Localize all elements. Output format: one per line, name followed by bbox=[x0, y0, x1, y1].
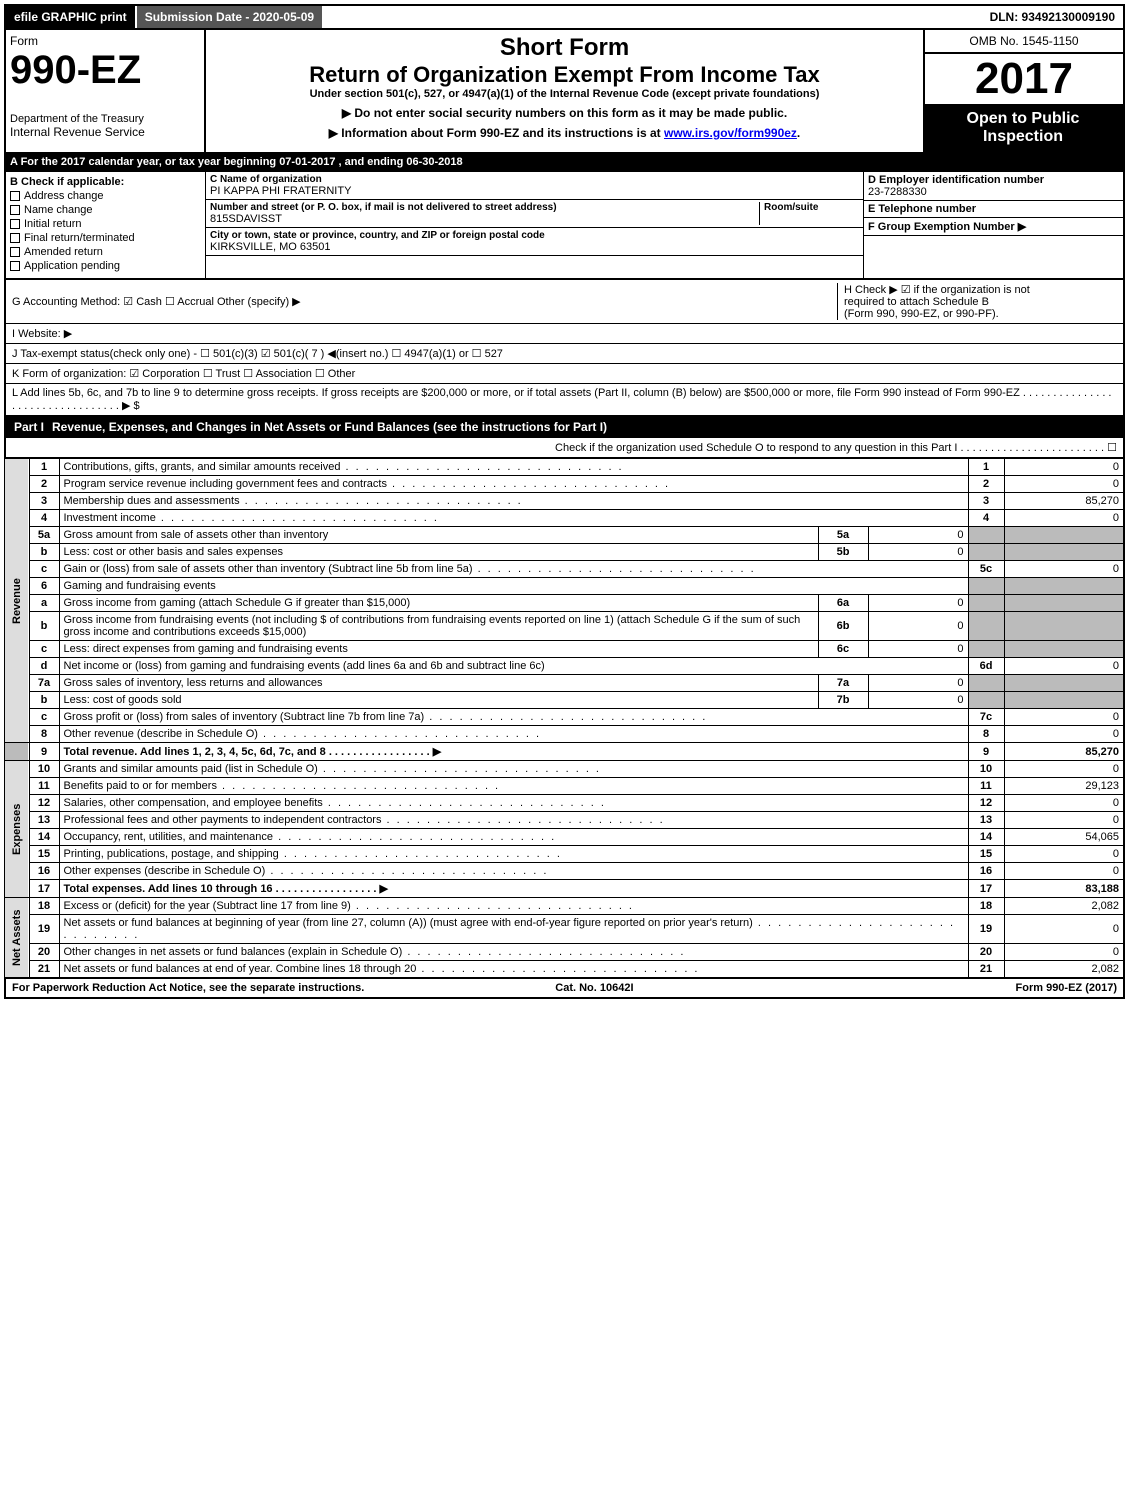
table-row: 7aGross sales of inventory, less returns… bbox=[5, 675, 1124, 692]
table-row: 5aGross amount from sale of assets other… bbox=[5, 527, 1124, 544]
table-row: 4Investment income40 bbox=[5, 510, 1124, 527]
street-address: 815SDAVISST bbox=[210, 213, 759, 225]
table-row: 15Printing, publications, postage, and s… bbox=[5, 846, 1124, 863]
section-c: C Name of organization PI KAPPA PHI FRAT… bbox=[206, 172, 863, 278]
chk-amended-return[interactable]: Amended return bbox=[10, 246, 201, 258]
table-row: 3Membership dues and assessments385,270 bbox=[5, 493, 1124, 510]
part-1-table: Revenue 1 Contributions, gifts, grants, … bbox=[4, 458, 1125, 978]
short-form-title: Short Form bbox=[214, 34, 915, 62]
city-label: City or town, state or province, country… bbox=[210, 230, 859, 241]
table-row: bLess: cost or other basis and sales exp… bbox=[5, 544, 1124, 561]
part-1-header: Part I Revenue, Expenses, and Changes in… bbox=[4, 416, 1125, 438]
table-row: 14Occupancy, rent, utilities, and mainte… bbox=[5, 829, 1124, 846]
table-row: cGross profit or (loss) from sales of in… bbox=[5, 709, 1124, 726]
section-j-tax-exempt: J Tax-exempt status(check only one) - ☐ … bbox=[4, 344, 1125, 364]
table-row: aGross income from gaming (attach Schedu… bbox=[5, 595, 1124, 612]
part-1-check: Check if the organization used Schedule … bbox=[4, 438, 1125, 458]
table-row: 20Other changes in net assets or fund ba… bbox=[5, 944, 1124, 961]
accounting-method: G Accounting Method: ☑ Cash ☐ Accrual Ot… bbox=[12, 295, 837, 308]
warning-ssn: ▶ Do not enter social security numbers o… bbox=[214, 106, 915, 120]
section-k-form-org: K Form of organization: ☑ Corporation ☐ … bbox=[4, 364, 1125, 384]
form-number: 990-EZ bbox=[10, 48, 200, 93]
section-a-taxyear: A For the 2017 calendar year, or tax yea… bbox=[4, 154, 1125, 172]
table-row: bLess: cost of goods sold7b0 bbox=[5, 692, 1124, 709]
chk-address-change[interactable]: Address change bbox=[10, 190, 201, 202]
warning-info: ▶ Information about Form 990-EZ and its … bbox=[214, 126, 915, 140]
table-row: 13Professional fees and other payments t… bbox=[5, 812, 1124, 829]
open-to-public: Open to Public Inspection bbox=[923, 104, 1123, 152]
room-label: Room/suite bbox=[764, 202, 859, 213]
table-row: Expenses 10Grants and similar amounts pa… bbox=[5, 761, 1124, 778]
org-name: PI KAPPA PHI FRATERNITY bbox=[210, 185, 859, 197]
table-row: 16Other expenses (describe in Schedule O… bbox=[5, 863, 1124, 880]
section-b-label: B Check if applicable: bbox=[10, 176, 201, 188]
table-row: cGain or (loss) from sale of assets othe… bbox=[5, 561, 1124, 578]
line-1-amount: 0 bbox=[1004, 459, 1124, 476]
section-h: H Check ▶ ☑ if the organization is not r… bbox=[837, 283, 1117, 320]
netassets-side-label: Net Assets bbox=[5, 898, 29, 978]
table-row: Revenue 1 Contributions, gifts, grants, … bbox=[5, 459, 1124, 476]
subtitle: Under section 501(c), 527, or 4947(a)(1)… bbox=[214, 88, 915, 100]
city-state-zip: KIRKSVILLE, MO 63501 bbox=[210, 241, 859, 253]
table-row: 12Salaries, other compensation, and empl… bbox=[5, 795, 1124, 812]
tax-year: 2017 bbox=[923, 54, 1123, 104]
page-footer: For Paperwork Reduction Act Notice, see … bbox=[4, 978, 1125, 999]
table-row: 9Total revenue. Add lines 1, 2, 3, 4, 5c… bbox=[5, 743, 1124, 761]
table-row: 11Benefits paid to or for members1129,12… bbox=[5, 778, 1124, 795]
chk-initial-return[interactable]: Initial return bbox=[10, 218, 201, 230]
expenses-side-label: Expenses bbox=[5, 761, 29, 898]
phone-label: E Telephone number bbox=[868, 203, 1119, 215]
form-word: Form bbox=[10, 34, 200, 48]
footer-catno: Cat. No. 10642I bbox=[555, 982, 633, 994]
chk-application-pending[interactable]: Application pending bbox=[10, 260, 201, 272]
efile-print-button[interactable]: efile GRAPHIC print bbox=[6, 6, 137, 28]
table-row: 21Net assets or fund balances at end of … bbox=[5, 961, 1124, 978]
dln-label: DLN: 93492130009190 bbox=[982, 6, 1123, 28]
part-1-label: Part I bbox=[14, 420, 44, 434]
ein-value: 23-7288330 bbox=[868, 186, 1119, 198]
chk-name-change[interactable]: Name change bbox=[10, 204, 201, 216]
section-g-row: G Accounting Method: ☑ Cash ☐ Accrual Ot… bbox=[4, 278, 1125, 324]
omb-number: OMB No. 1545-1150 bbox=[923, 30, 1123, 54]
table-row: 6Gaming and fundraising events bbox=[5, 578, 1124, 595]
ein-label: D Employer identification number bbox=[868, 174, 1119, 186]
part-1-title: Revenue, Expenses, and Changes in Net As… bbox=[52, 420, 607, 434]
group-exemption-label: F Group Exemption Number ▶ bbox=[868, 220, 1119, 233]
table-row: Net Assets 18Excess or (deficit) for the… bbox=[5, 898, 1124, 915]
return-title: Return of Organization Exempt From Incom… bbox=[214, 62, 915, 88]
table-row: 2Program service revenue including gover… bbox=[5, 476, 1124, 493]
dept-treasury: Department of the Treasury bbox=[10, 113, 200, 125]
chk-final-return[interactable]: Final return/terminated bbox=[10, 232, 201, 244]
revenue-side-label: Revenue bbox=[5, 459, 29, 743]
info-grid: B Check if applicable: Address change Na… bbox=[4, 172, 1125, 278]
addr-label: Number and street (or P. O. box, if mail… bbox=[210, 202, 759, 213]
section-l-gross-receipts: L Add lines 5b, 6c, and 7b to line 9 to … bbox=[4, 384, 1125, 416]
irs-label: Internal Revenue Service bbox=[10, 125, 200, 139]
top-bar: efile GRAPHIC print Submission Date - 20… bbox=[4, 4, 1125, 30]
table-row: bGross income from fundraising events (n… bbox=[5, 612, 1124, 641]
section-i-website: I Website: ▶ bbox=[4, 324, 1125, 344]
table-row: dNet income or (loss) from gaming and fu… bbox=[5, 658, 1124, 675]
form-header: Form 990-EZ Department of the Treasury I… bbox=[4, 30, 1125, 154]
table-row: 19Net assets or fund balances at beginni… bbox=[5, 915, 1124, 944]
table-row: cLess: direct expenses from gaming and f… bbox=[5, 641, 1124, 658]
org-name-label: C Name of organization bbox=[210, 174, 859, 185]
table-row: 17Total expenses. Add lines 10 through 1… bbox=[5, 880, 1124, 898]
submission-date-label: Submission Date - 2020-05-09 bbox=[137, 6, 322, 28]
table-row: 8Other revenue (describe in Schedule O)8… bbox=[5, 726, 1124, 743]
irs-link[interactable]: www.irs.gov/form990ez bbox=[664, 126, 797, 140]
section-b: B Check if applicable: Address change Na… bbox=[6, 172, 206, 278]
footer-form-ref: Form 990-EZ (2017) bbox=[1016, 982, 1117, 994]
line-1-text: Contributions, gifts, grants, and simila… bbox=[59, 459, 968, 476]
footer-left: For Paperwork Reduction Act Notice, see … bbox=[12, 982, 364, 994]
